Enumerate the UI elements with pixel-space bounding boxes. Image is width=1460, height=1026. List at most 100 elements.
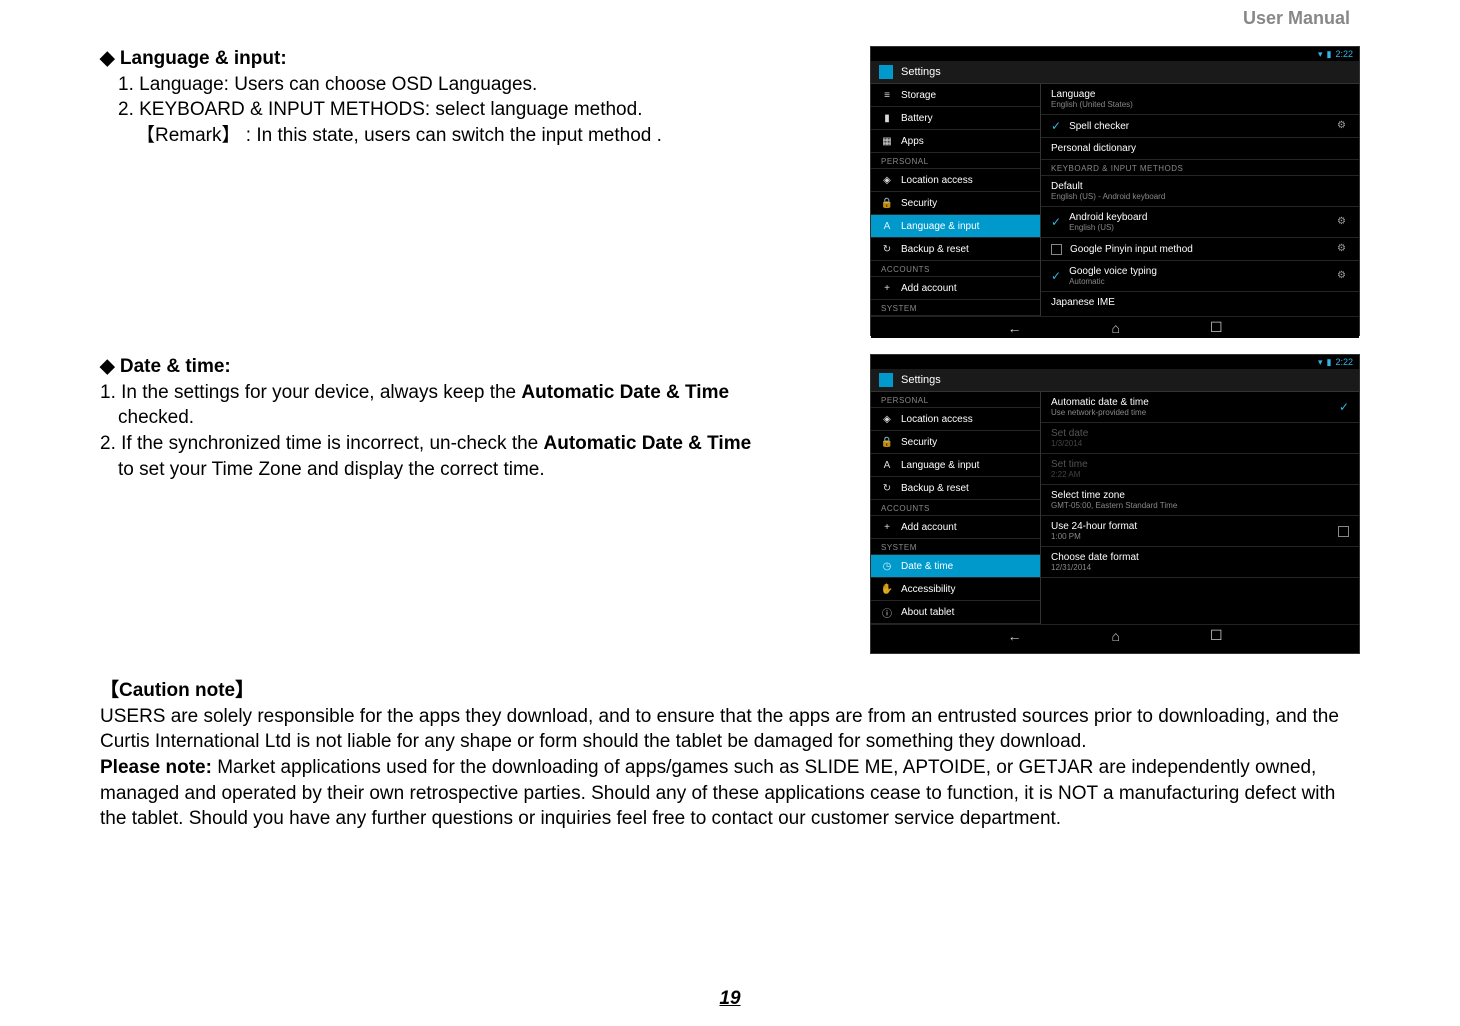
sidebar-item-backup-reset[interactable]: ↻Backup & reset <box>871 238 1040 261</box>
sidebar-item-apps[interactable]: ▦Apps <box>871 130 1040 153</box>
sidebar-item-label: Security <box>901 198 937 209</box>
sidebar-item-label: Location access <box>901 175 973 186</box>
checkbox-unchecked-icon <box>1338 526 1349 537</box>
section2-line2c: to set your Time Zone and display the co… <box>100 457 850 483</box>
pref-spell-checker[interactable]: ✓Spell checker⚙ <box>1041 115 1359 138</box>
sidebar-item-backup-reset[interactable]: ↻Backup & reset <box>871 477 1040 500</box>
apps-icon: ▦ <box>881 135 893 147</box>
add-icon: + <box>881 282 893 294</box>
section-header-accounts: ACCOUNTS <box>871 500 1040 516</box>
section1-item2: 2. KEYBOARD & INPUT METHODS: select lang… <box>118 97 850 123</box>
pref-android-keyboard[interactable]: ✓ Android keyboardEnglish (US) ⚙ <box>1041 207 1359 238</box>
checkbox-checked-icon: ✓ <box>1051 217 1061 227</box>
pref-language[interactable]: LanguageEnglish (United States) <box>1041 84 1359 115</box>
section2-text: Date & time: 1. In the settings for your… <box>100 354 870 654</box>
pref-set-time: Set time2:22 AM <box>1041 454 1359 485</box>
pref-label: Google Pinyin input method <box>1070 244 1193 255</box>
sidebar-item-label: Location access <box>901 414 973 425</box>
header-title: User Manual <box>1243 8 1350 29</box>
section-header-system: SYSTEM <box>871 539 1040 555</box>
settings-icon <box>879 373 893 387</box>
pref-label: Spell checker <box>1069 121 1129 132</box>
pref-sublabel: 12/31/2014 <box>1051 563 1139 572</box>
section1-item1: 1. Language: Users can choose OSD Langua… <box>118 72 850 98</box>
battery-icon: ▮ <box>881 112 893 124</box>
sidebar-item-battery[interactable]: ▮ Battery <box>871 107 1040 130</box>
pref-default-keyboard[interactable]: DefaultEnglish (US) - Android keyboard <box>1041 176 1359 207</box>
action-bar: Settings <box>871 369 1359 392</box>
pref-label: Google voice typing <box>1069 266 1157 277</box>
sidebar-item-accessibility[interactable]: ✋Accessibility <box>871 578 1040 601</box>
caution-heading: 【Caution note】 <box>100 678 1360 704</box>
pref-sublabel: GMT-05:00, Eastern Standard Time <box>1051 501 1177 510</box>
sidebar-item-label: Backup & reset <box>901 244 969 255</box>
pref-label: Use 24-hour format <box>1051 521 1137 532</box>
sidebar-item-label: Add account <box>901 283 957 294</box>
pref-time-zone[interactable]: Select time zoneGMT-05:00, Eastern Stand… <box>1041 485 1359 516</box>
pref-japanese-ime[interactable]: Japanese IME <box>1041 292 1359 313</box>
pref-label: Choose date format <box>1051 552 1139 563</box>
checkbox-checked-icon: ✓ <box>1051 271 1061 281</box>
status-bar: ▾ ▮ 2:22 <box>871 47 1359 61</box>
sidebar-item-date-time[interactable]: ◷Date & time <box>871 555 1040 578</box>
pref-sublabel: English (US) - Android keyboard <box>1051 192 1165 201</box>
sidebar-item-label: Battery <box>901 113 933 124</box>
section-header-personal: PERSONAL <box>871 153 1040 169</box>
pref-label: Android keyboard <box>1069 212 1147 223</box>
pref-personal-dictionary[interactable]: Personal dictionary <box>1041 138 1359 160</box>
section2-line2: 2. If the synchronized time is incorrect… <box>100 431 850 457</box>
clock-text: 2:22 <box>1335 357 1353 367</box>
pref-24-hour-format[interactable]: Use 24-hour format1:00 PM <box>1041 516 1359 547</box>
clock-text: 2:22 <box>1335 49 1353 59</box>
wifi-icon: ▾ <box>1318 49 1323 60</box>
pref-sublabel: 1/3/2014 <box>1051 439 1088 448</box>
section-header-personal: PERSONAL <box>871 392 1040 408</box>
sidebar-item-storage[interactable]: ≡Storage <box>871 84 1040 107</box>
nav-bar: ← ⌂ ☐ <box>871 316 1359 338</box>
add-icon: + <box>881 521 893 533</box>
sidebar-item-add-account[interactable]: +Add account <box>871 516 1040 539</box>
pref-sublabel: English (US) <box>1069 223 1147 232</box>
section1-remark: 【Remark】 : In this state, users can swit… <box>100 123 850 149</box>
recent-icon[interactable]: ☐ <box>1210 319 1223 336</box>
home-icon[interactable]: ⌂ <box>1111 320 1119 336</box>
pref-auto-date-time[interactable]: Automatic date & timeUse network-provide… <box>1041 392 1359 423</box>
section-header-kb-input: KEYBOARD & INPUT METHODS <box>1041 160 1359 176</box>
section-date-time: Date & time: 1. In the settings for your… <box>100 354 1360 654</box>
sidebar-item-add-account[interactable]: + Add account <box>871 277 1040 300</box>
pref-google-voice-typing[interactable]: ✓Google voice typingAutomatic⚙ <box>1041 261 1359 292</box>
section-language-input: Language & input: 1. Language: Users can… <box>100 46 1360 336</box>
settings-sliders-icon[interactable]: ⚙ <box>1337 120 1349 132</box>
sidebar-item-security[interactable]: 🔒Security <box>871 192 1040 215</box>
caution-paragraph-1: USERS are solely responsible for the app… <box>100 704 1360 755</box>
clock-icon: ◷ <box>881 560 893 572</box>
section-header-accounts: ACCOUNTS <box>871 261 1040 277</box>
pref-sublabel: 2:22 AM <box>1051 470 1088 479</box>
recent-icon[interactable]: ☐ <box>1210 627 1223 644</box>
battery-icon: ▮ <box>1327 357 1332 368</box>
pref-label: Personal dictionary <box>1051 143 1136 154</box>
pref-google-pinyin[interactable]: Google Pinyin input method ⚙ <box>1041 238 1359 261</box>
sidebar-item-label: Language & input <box>901 221 979 232</box>
sidebar-item-location[interactable]: ◈Location access <box>871 169 1040 192</box>
pref-label: Language <box>1051 89 1096 100</box>
sidebar-item-label: Storage <box>901 90 936 101</box>
section-header-system: SYSTEM <box>871 300 1040 316</box>
screenshot-date-time: ▾ ▮ 2:22 Settings PERSONAL ◈Location acc… <box>870 354 1360 654</box>
settings-sliders-icon[interactable]: ⚙ <box>1337 216 1349 228</box>
location-icon: ◈ <box>881 413 893 425</box>
sidebar-item-location[interactable]: ◈ Location access <box>871 408 1040 431</box>
back-icon[interactable]: ← <box>1007 320 1021 336</box>
home-icon[interactable]: ⌂ <box>1111 628 1119 644</box>
sidebar-item-about-tablet[interactable]: ⓘAbout tablet <box>871 601 1040 624</box>
sidebar-item-language-input[interactable]: ALanguage & input <box>871 454 1040 477</box>
settings-sliders-icon[interactable]: ⚙ <box>1337 270 1349 282</box>
sidebar-item-security[interactable]: 🔒Security <box>871 431 1040 454</box>
settings-sliders-icon[interactable]: ⚙ <box>1337 243 1349 255</box>
sidebar-item-label: Security <box>901 437 937 448</box>
back-icon[interactable]: ← <box>1007 628 1021 644</box>
pref-date-format[interactable]: Choose date format12/31/2014 <box>1041 547 1359 578</box>
sidebar-item-language-input[interactable]: ALanguage & input <box>871 215 1040 238</box>
page-number: 19 <box>0 988 1460 1010</box>
s2l2a: 2. If the synchronized time is incorrect… <box>100 433 544 454</box>
